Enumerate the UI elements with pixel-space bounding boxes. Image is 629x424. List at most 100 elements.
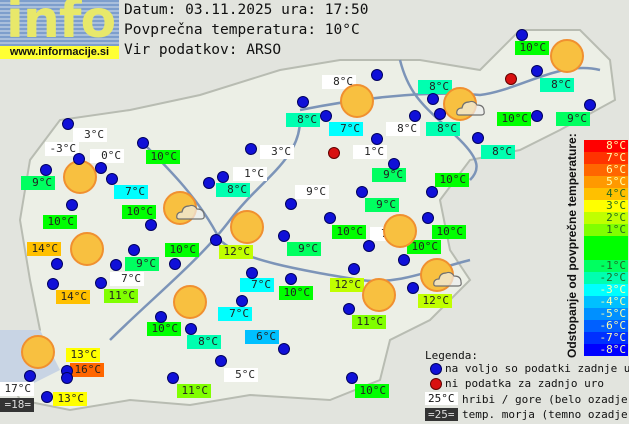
- station-dot-available[interactable]: [297, 96, 309, 108]
- station-dot-available[interactable]: [66, 199, 78, 211]
- station-dot-available[interactable]: [155, 311, 167, 323]
- station-dot-available[interactable]: [531, 65, 543, 77]
- station-dot-available[interactable]: [145, 219, 157, 231]
- station-dot-available[interactable]: [203, 177, 215, 189]
- station-dot-available[interactable]: [62, 118, 74, 130]
- station-dot-available[interactable]: [169, 258, 181, 270]
- station-temperature[interactable]: 10°C: [122, 205, 156, 219]
- station-dot-available[interactable]: [422, 212, 434, 224]
- station-temperature[interactable]: 7°C: [114, 185, 148, 199]
- station-temperature[interactable]: 6°C: [245, 330, 279, 344]
- station-temperature[interactable]: 11°C: [104, 289, 138, 303]
- station-dot-available[interactable]: [343, 303, 355, 315]
- station-temperature[interactable]: 12°C: [330, 278, 364, 292]
- station-temperature[interactable]: 8°C: [386, 122, 420, 136]
- station-dot-available[interactable]: [371, 133, 383, 145]
- station-temperature[interactable]: 10°C: [43, 215, 77, 229]
- station-dot-missing[interactable]: [505, 73, 517, 85]
- station-temperature[interactable]: 9°C: [556, 112, 590, 126]
- station-temperature[interactable]: 12°C: [219, 245, 253, 259]
- station-temperature[interactable]: 8°C: [418, 80, 452, 94]
- station-dot-available[interactable]: [210, 234, 222, 246]
- station-dot-available[interactable]: [388, 158, 400, 170]
- station-temperature[interactable]: 10°C: [407, 240, 441, 254]
- station-dot-available[interactable]: [51, 258, 63, 270]
- station-temperature[interactable]: 8°C: [540, 78, 574, 92]
- station-dot-available[interactable]: [106, 173, 118, 185]
- station-temperature[interactable]: -3°C: [45, 142, 79, 156]
- station-dot-available[interactable]: [95, 162, 107, 174]
- station-temperature[interactable]: 13°C: [53, 392, 87, 406]
- station-temperature[interactable]: 10°C: [435, 173, 469, 187]
- station-dot-available[interactable]: [371, 69, 383, 81]
- station-temperature[interactable]: 11°C: [177, 384, 211, 398]
- station-dot-available[interactable]: [324, 212, 336, 224]
- station-dot-available[interactable]: [531, 110, 543, 122]
- station-dot-available[interactable]: [348, 263, 360, 275]
- station-dot-available[interactable]: [426, 186, 438, 198]
- station-temperature[interactable]: 9°C: [295, 185, 329, 199]
- station-dot-available[interactable]: [346, 372, 358, 384]
- station-dot-available[interactable]: [185, 323, 197, 335]
- station-dot-available[interactable]: [278, 343, 290, 355]
- station-temperature[interactable]: 14°C: [27, 242, 61, 256]
- station-dot-available[interactable]: [285, 198, 297, 210]
- station-dot-available[interactable]: [246, 267, 258, 279]
- station-temperature[interactable]: 3°C: [260, 145, 294, 159]
- station-dot-available[interactable]: [217, 171, 229, 183]
- station-temperature[interactable]: 8°C: [216, 183, 250, 197]
- station-temperature[interactable]: 5°C: [224, 368, 258, 382]
- station-dot-available[interactable]: [472, 132, 484, 144]
- station-dot-missing[interactable]: [328, 147, 340, 159]
- station-temperature[interactable]: 7°C: [110, 272, 144, 286]
- station-temperature[interactable]: 10°C: [497, 112, 531, 126]
- station-temperature[interactable]: 10°C: [165, 243, 199, 257]
- station-dot-available[interactable]: [61, 372, 73, 384]
- station-temperature[interactable]: 8°C: [286, 113, 320, 127]
- station-dot-available[interactable]: [584, 99, 596, 111]
- station-dot-available[interactable]: [427, 93, 439, 105]
- station-temperature[interactable]: 7°C: [218, 307, 252, 321]
- station-temperature[interactable]: 0°C: [90, 149, 124, 163]
- station-temperature[interactable]: 8°C: [187, 335, 221, 349]
- station-temperature[interactable]: 10°C: [432, 225, 466, 239]
- station-temperature[interactable]: 12°C: [418, 294, 452, 308]
- station-temperature[interactable]: 8°C: [426, 122, 460, 136]
- station-dot-available[interactable]: [40, 164, 52, 176]
- station-dot-available[interactable]: [167, 372, 179, 384]
- station-temperature[interactable]: 10°C: [332, 225, 366, 239]
- station-temperature[interactable]: 9°C: [287, 242, 321, 256]
- station-dot-available[interactable]: [363, 240, 375, 252]
- logo-url[interactable]: www.informacije.si: [0, 46, 119, 59]
- station-temperature[interactable]: 16°C: [70, 363, 104, 377]
- station-dot-available[interactable]: [320, 110, 332, 122]
- station-temperature[interactable]: 13°C: [66, 348, 100, 362]
- station-temperature[interactable]: 1°C: [233, 167, 267, 181]
- station-dot-available[interactable]: [236, 295, 248, 307]
- station-dot-available[interactable]: [24, 370, 36, 382]
- station-temperature[interactable]: 7°C: [240, 278, 274, 292]
- station-dot-available[interactable]: [215, 355, 227, 367]
- station-temperature[interactable]: 10°C: [146, 150, 180, 164]
- station-dot-available[interactable]: [137, 137, 149, 149]
- station-temperature[interactable]: 9°C: [365, 198, 399, 212]
- station-dot-available[interactable]: [110, 259, 122, 271]
- station-temperature[interactable]: 10°C: [147, 322, 181, 336]
- station-temperature[interactable]: 11°C: [352, 315, 386, 329]
- station-temperature[interactable]: 9°C: [372, 168, 406, 182]
- logo[interactable]: info www.informacije.si: [0, 0, 119, 59]
- station-dot-available[interactable]: [245, 143, 257, 155]
- station-temperature[interactable]: 8°C: [481, 145, 515, 159]
- station-temperature[interactable]: 14°C: [56, 290, 90, 304]
- station-dot-available[interactable]: [409, 110, 421, 122]
- station-temperature[interactable]: 10°C: [515, 41, 549, 55]
- station-temperature[interactable]: 17°C: [0, 382, 34, 396]
- station-temperature[interactable]: 10°C: [279, 286, 313, 300]
- station-dot-available[interactable]: [356, 186, 368, 198]
- station-temperature[interactable]: 3°C: [73, 128, 107, 142]
- station-temperature[interactable]: 9°C: [125, 257, 159, 271]
- station-dot-available[interactable]: [41, 391, 53, 403]
- station-dot-available[interactable]: [95, 277, 107, 289]
- station-dot-available[interactable]: [278, 230, 290, 242]
- station-temperature[interactable]: 1°C: [353, 145, 387, 159]
